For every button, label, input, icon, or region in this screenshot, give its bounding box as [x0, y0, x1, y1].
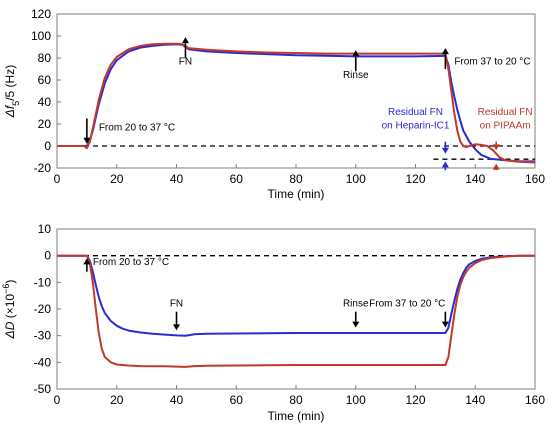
annotation-label: From 20 to 37 °C [93, 257, 169, 268]
annotation-label: From 20 to 37 °C [99, 123, 175, 134]
y-tick-label: 10 [38, 222, 52, 236]
annotation-arrow-2-head [181, 37, 189, 44]
y-tick-label: 80 [38, 51, 52, 65]
y-tick-label: 0 [44, 249, 51, 263]
x-tick-label: 0 [54, 393, 61, 407]
residual-up-arrow-1-head [441, 161, 449, 168]
annotation-arrow-3-head [352, 50, 360, 57]
residual-label: Residual FN [388, 107, 443, 118]
y-tick-label: -40 [34, 355, 52, 369]
x-tick-label: 120 [405, 172, 425, 186]
x-tick-label: 20 [110, 393, 124, 407]
annotation-arrow-2-head [173, 324, 180, 331]
annotation-label: From 37 to 20 °C [369, 298, 445, 309]
annotation-label: FN [179, 57, 192, 68]
x-tick-label: 100 [346, 393, 366, 407]
y-tick-label: -50 [34, 382, 52, 396]
x-tick-label: 120 [405, 393, 425, 407]
x-tick-label: 160 [525, 393, 545, 407]
y-tick-label: 100 [31, 29, 51, 43]
x-tick-label: 0 [54, 172, 61, 186]
y-tick-label: -20 [34, 302, 52, 316]
residual-down-arrow-1-head [441, 147, 449, 154]
series-line-1 [57, 254, 535, 337]
annotation-label: FN [170, 298, 183, 309]
series-line-1 [57, 43, 535, 163]
y-tick-label: 0 [44, 139, 51, 153]
y-axis-label: ΔD (×10−6) [1, 280, 17, 340]
y-tick-label: 60 [38, 73, 52, 87]
annotation-label: Rinse [343, 70, 369, 81]
x-tick-label: 40 [170, 172, 184, 186]
annotation-arrow-4-head [441, 48, 449, 55]
y-axis-label: Δf5/5 (Hz) [3, 65, 21, 118]
residual-down-arrow-2-head [492, 144, 500, 151]
x-tick-label: 20 [110, 172, 124, 186]
chart-panel-1: 0 20 40 60 80 100 120 140 160-20020406080100120T… [3, 7, 545, 201]
series-line-2 [57, 42, 536, 164]
annotation-arrow-3-head [352, 321, 360, 328]
annotation-label: From 37 to 20 °C [454, 57, 530, 68]
annotation-arrow-1-head [83, 137, 91, 144]
x-tick-label: 80 [289, 393, 303, 407]
x-tick-label: 140 [465, 393, 485, 407]
residual-label: on PIPAAm [480, 120, 531, 131]
x-axis-label: Time (min) [268, 409, 325, 423]
x-tick-label: 80 [289, 172, 303, 186]
residual-label: Residual FN [478, 107, 533, 118]
y-tick-label: -20 [34, 161, 52, 175]
residual-up-arrow-2-head [492, 163, 500, 170]
y-tick-label: 120 [31, 7, 51, 21]
x-axis-label: Time (min) [268, 187, 325, 201]
series-line-2 [57, 254, 535, 368]
annotation-arrow-1-head [83, 258, 91, 265]
y-tick-label: -10 [34, 275, 52, 289]
chart-panel-2: 0 20 40 60 80 100 120 140 160 -50 -40 -30 -20 -10 0 10 T… [1, 222, 545, 423]
x-tick-label: 40 [170, 393, 184, 407]
x-tick-label: 100 [346, 172, 366, 186]
residual-label: on Heparin-IC1 [382, 120, 450, 131]
y-tick-label: -30 [34, 329, 52, 343]
x-tick-label: 60 [230, 393, 244, 407]
annotation-label: Rinse [343, 298, 369, 309]
x-tick-label: 60 [230, 172, 244, 186]
x-tick-label: 140 [465, 172, 485, 186]
y-tick-label: 20 [38, 117, 52, 131]
annotation-arrow-4-head [441, 321, 449, 328]
x-tick-label: 160 [525, 172, 545, 186]
y-tick-label: 40 [38, 95, 52, 109]
